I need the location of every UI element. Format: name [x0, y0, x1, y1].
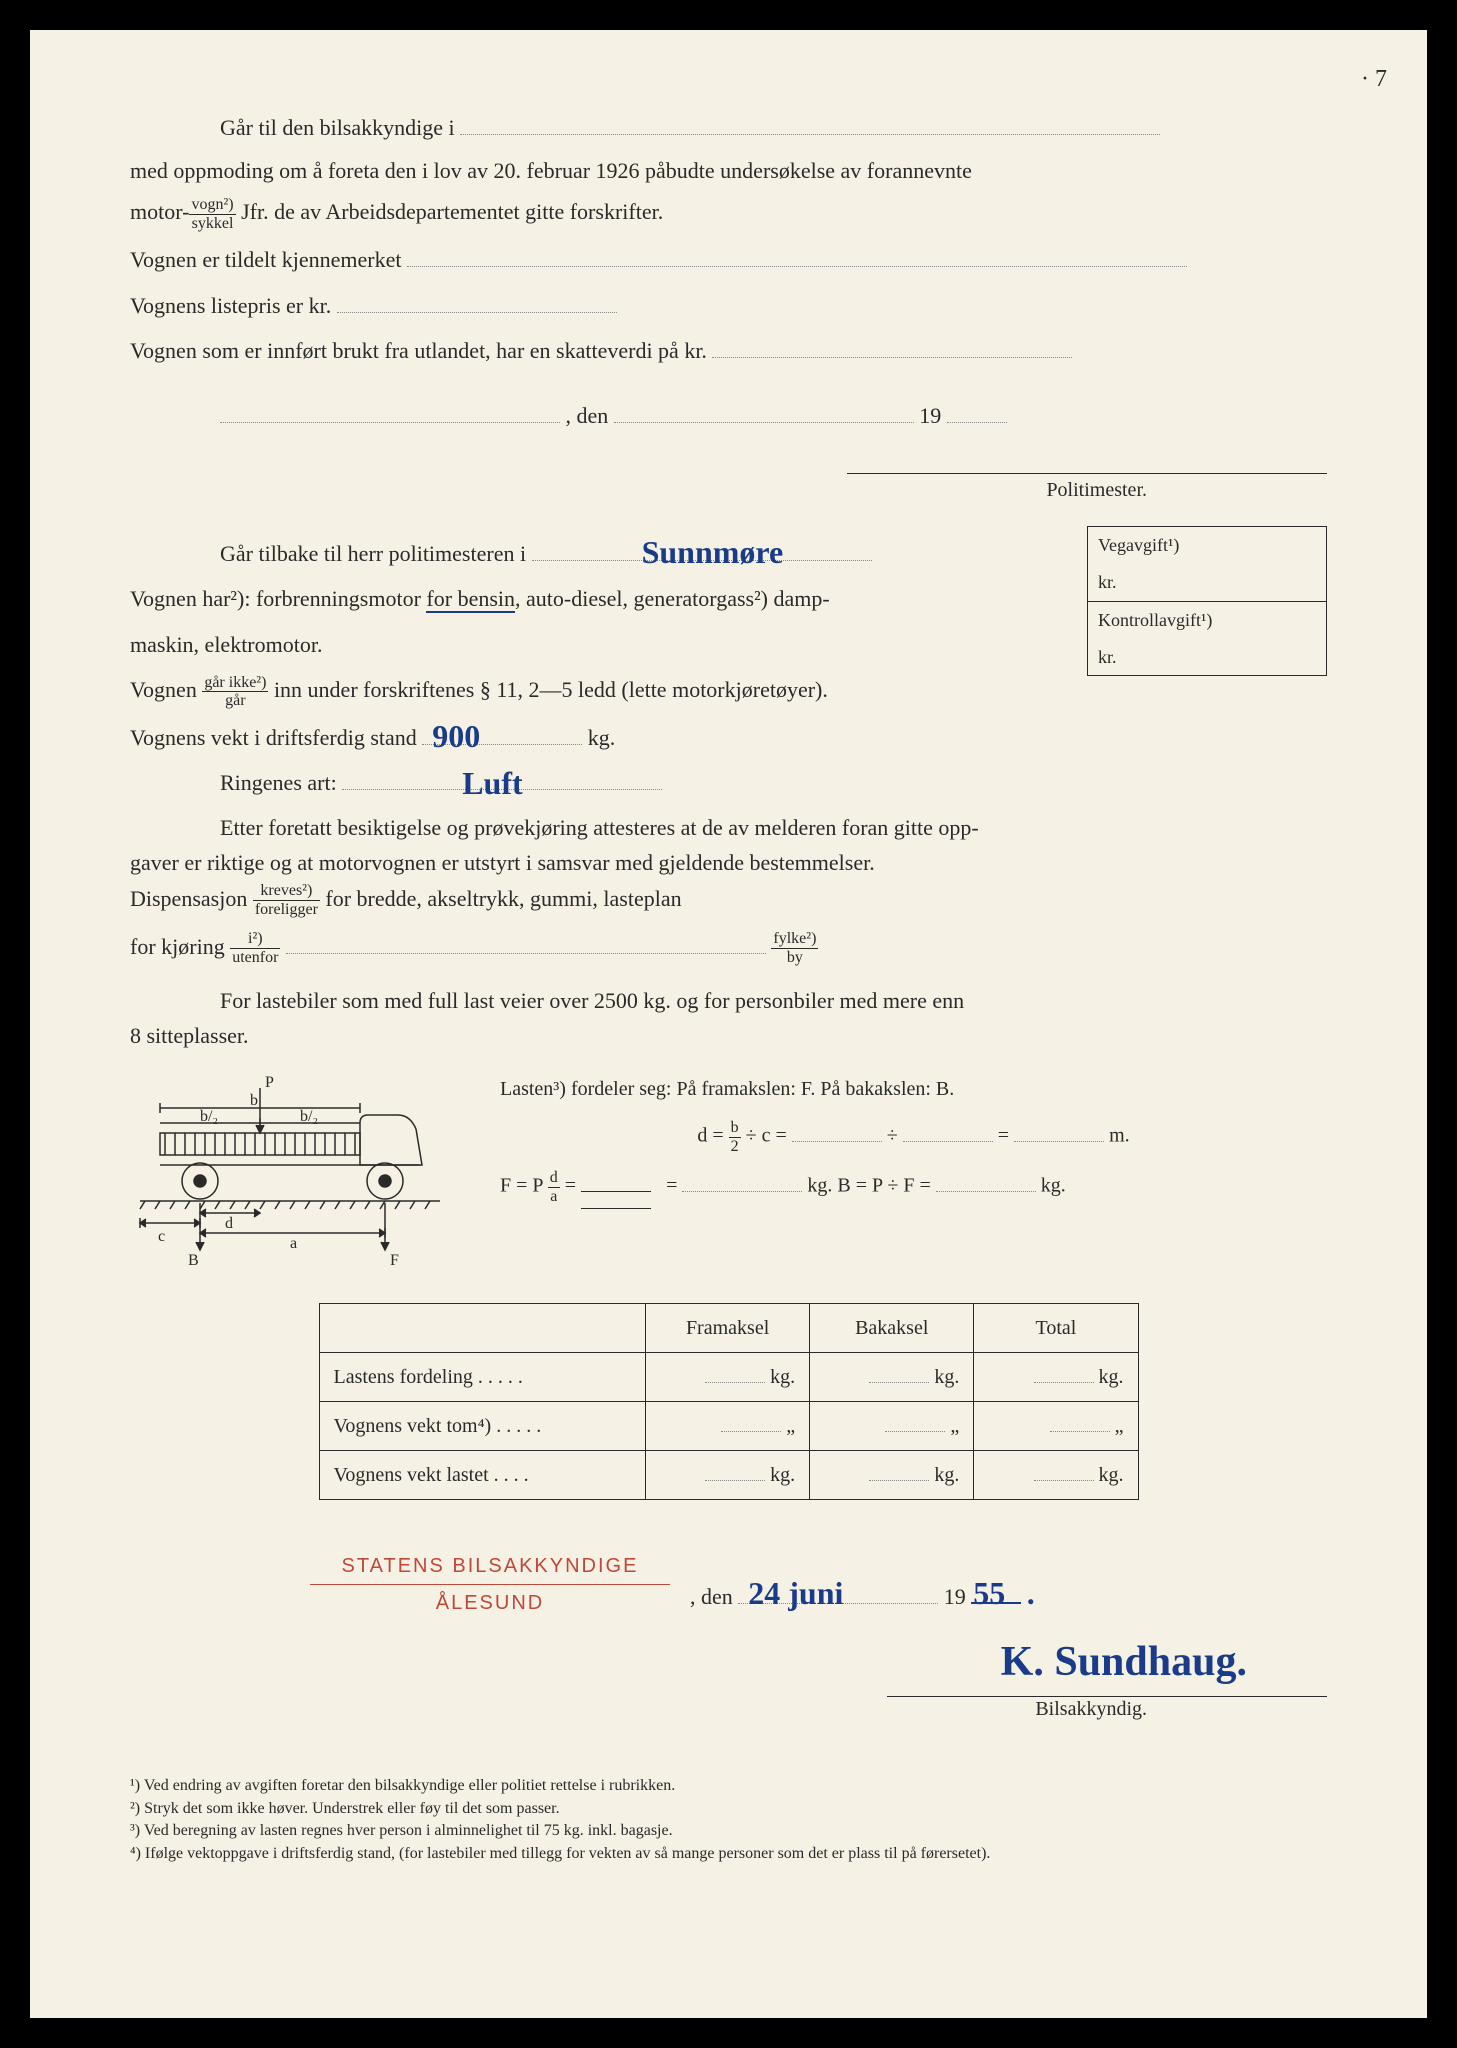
frac-vogn-sykkel: vogn²)sykkel — [189, 196, 235, 232]
frac-gar: går ikke²)går — [202, 674, 268, 710]
formula-d: d = b2 ÷ c = ÷ = m. — [500, 1119, 1327, 1155]
p1-date-line: , den 19 — [130, 398, 1327, 433]
bottom-date: , den 24 juni 19 55 . — [690, 1568, 1035, 1619]
corner-mark: · 7 — [1361, 60, 1387, 98]
p2-besiktigelse1: Etter foretatt besiktigelse og prøvekjør… — [130, 810, 1327, 845]
row-fordeling: Lastens fordeling . . . . . — [319, 1353, 646, 1402]
lasten-line: Lasten³) fordeler seg: På framakslen: F.… — [500, 1073, 1327, 1105]
vegavgift-kr: kr. — [1088, 564, 1326, 601]
diagram-label-F: F — [390, 1252, 399, 1269]
table-row: Lastens fordeling . . . . . kg. kg. kg. — [319, 1353, 1138, 1402]
blank-bilsakkyndige — [460, 113, 1160, 135]
blank-day — [614, 401, 914, 423]
col-total: Total — [974, 1304, 1138, 1353]
diagram-label-b2a: b/₂ — [200, 1108, 218, 1125]
underline-bensin: for bensin — [426, 586, 515, 613]
frac-fylke-by: fylke²)by — [771, 930, 818, 966]
p1-kjennemerke: Vognen er tildelt kjennemerket — [130, 242, 1327, 277]
col-framaksel: Framaksel — [646, 1304, 810, 1353]
truck-diagram: P b b/₂ b/₂ c d a B F — [130, 1073, 470, 1283]
row-lastet: Vognens vekt lastet . . . . — [319, 1451, 646, 1500]
document-page: · 7 Går til den bilsakkyndige i med oppm… — [30, 30, 1427, 2018]
formulas: Lasten³) fordeler seg: På framakslen: F.… — [500, 1073, 1327, 1283]
p3-line2: 8 sitteplasser. — [130, 1018, 1327, 1053]
bilsak-label: Bilsakkyndig. — [130, 1693, 1327, 1725]
diagram-label-b: b — [250, 1092, 258, 1109]
p2-forskrifter: Vognen går ikke²)går inn under forskrift… — [130, 672, 1327, 710]
diagram-label-d: d — [225, 1215, 233, 1232]
politimester-label: Politimester. — [130, 474, 1327, 506]
p1-motor: motor- — [130, 199, 189, 224]
footnote-1: ¹) Ved endring av avgiften foretar den b… — [130, 1775, 1327, 1797]
col-bakaksel: Bakaksel — [810, 1304, 974, 1353]
p2-ringer: Ringenes art: Luft — [130, 765, 1327, 800]
footnote-4: ⁴) Ifølge vektoppgave i driftsferdig sta… — [130, 1843, 1327, 1865]
section-tilbake: Vegavgift¹) kr. Kontrollavgift¹) kr. Går… — [130, 536, 1327, 966]
frac-d-a: da — [548, 1169, 560, 1205]
blank-bottom-year: 55 — [971, 1582, 1021, 1604]
hw-weight: 900 — [432, 711, 480, 762]
formula-F: F = P da = = kg. B = P ÷ F = kg. — [500, 1169, 1327, 1205]
blank-politimester-loc: Sunnmøre — [532, 539, 872, 561]
table-row: Vognens vekt lastet . . . . kg. kg. kg. — [319, 1451, 1138, 1500]
table-row: Vognens vekt tom⁴) . . . . . „ „ „ — [319, 1402, 1138, 1451]
hw-bottom-date: 24 juni — [748, 1568, 843, 1619]
diagram-label-a: a — [290, 1235, 297, 1252]
blank-bottom-date: 24 juni — [738, 1582, 938, 1604]
footnotes: ¹) Ved endring av avgiften foretar den b… — [130, 1775, 1327, 1865]
hw-rings: Luft — [372, 758, 522, 809]
blank-place — [220, 401, 560, 423]
blank-vekt: 900 — [422, 723, 582, 745]
bilsak-signature: K. Sundhaug. — [130, 1629, 1327, 1696]
frac-kreves: kreves²)foreligger — [253, 882, 320, 918]
bottom-date-row: STATENS BILSAKKYNDIGE ÅLESUND , den 24 j… — [130, 1520, 1327, 1619]
p1-listepris: Vognens listepris er kr. — [130, 288, 1327, 323]
row-tom: Vognens vekt tom⁴) . . . . . — [319, 1402, 646, 1451]
p2-besiktigelse2: gaver er riktige og at motorvognen er ut… — [130, 845, 1327, 880]
hw-signature: K. Sundhaug. — [1001, 1639, 1247, 1685]
hw-bottom-year: 55 — [973, 1568, 1005, 1619]
stamp: STATENS BILSAKKYNDIGE ÅLESUND — [310, 1550, 670, 1619]
p1-skatteverdi: Vognen som er innført brukt fra utlandet… — [130, 333, 1327, 368]
blank-skatteverdi — [712, 336, 1072, 358]
diagram-section: P b b/₂ b/₂ c d a B F Lasten³) fordeler … — [130, 1073, 1327, 1283]
p2-kjoring: for kjøring i²)utenfor fylke²)by — [130, 929, 1327, 967]
avgift-box: Vegavgift¹) kr. Kontrollavgift¹) kr. — [1087, 526, 1327, 676]
stamp-line1: STATENS BILSAKKYNDIGE — [310, 1550, 670, 1582]
stamp-line2: ÅLESUND — [310, 1584, 670, 1619]
blank-ringer: Luft — [342, 768, 662, 790]
kontrollavgift-kr: kr. — [1088, 639, 1326, 676]
p1-l1-text: Går til den bilsakkyndige i — [220, 115, 455, 140]
blank-year — [947, 401, 1007, 423]
kontrollavgift-label: Kontrollavgift¹) — [1088, 601, 1326, 639]
p2-vekt: Vognens vekt i driftsferdig stand 900 kg… — [130, 720, 1327, 755]
footnote-2: ²) Stryk det som ikke høver. Understrek … — [130, 1798, 1327, 1820]
blank-listepris — [337, 291, 617, 313]
p3-line1: For lastebiler som med full last veier o… — [130, 983, 1327, 1018]
p1-line3: motor-vogn²)sykkel Jfr. de av Arbeidsdep… — [130, 194, 1327, 232]
blank-kjoring — [286, 932, 766, 954]
diagram-label-c: c — [158, 1228, 165, 1245]
p1-jfr: Jfr. de av Arbeidsdepartementet gitte fo… — [241, 199, 663, 224]
frac-b-2: b2 — [729, 1119, 741, 1155]
p1-line1: Går til den bilsakkyndige i — [130, 110, 1327, 145]
table-header-row: Framaksel Bakaksel Total — [319, 1304, 1138, 1353]
frac-i-utenfor: i²)utenfor — [230, 930, 280, 966]
p2-motor-type: Vognen har²): forbrenningsmotor for bens… — [130, 581, 1050, 616]
diagram-label-b2b: b/₂ — [300, 1108, 318, 1125]
blank-kjennemerke — [407, 245, 1187, 267]
weight-table: Framaksel Bakaksel Total Lastens fordeli… — [319, 1303, 1139, 1500]
vegavgift-label: Vegavgift¹) — [1088, 527, 1326, 564]
diagram-label-B: B — [188, 1252, 199, 1269]
p1-line2: med oppmoding om å foreta den i lov av 2… — [130, 153, 1327, 188]
diagram-label-P: P — [265, 1074, 274, 1091]
footnote-3: ³) Ved beregning av lasten regnes hver p… — [130, 1820, 1327, 1842]
hw-location: Sunnmøre — [552, 527, 784, 578]
p2-dispensasjon: Dispensasjon kreves²)foreligger for bred… — [130, 881, 1327, 919]
